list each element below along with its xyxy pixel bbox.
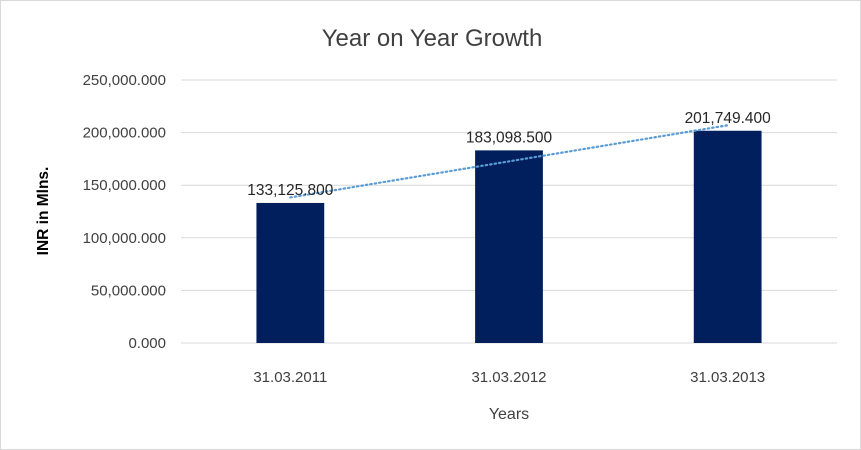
data-label: 201,749.400	[685, 110, 772, 127]
x-tick-label: 31.03.2013	[690, 369, 765, 386]
data-labels: 133,125.800 183,098.500 201,749.400	[247, 110, 771, 199]
y-axis-title: INR in Mlns.	[35, 167, 52, 256]
data-label: 183,098.500	[466, 129, 553, 146]
y-axis-ticks: 0.000 50,000.000 100,000.000 150,000.000 200…	[83, 72, 166, 352]
y-tick-label: 250,000.000	[83, 72, 166, 89]
bar	[475, 150, 543, 343]
bar	[256, 202, 325, 343]
trendline	[289, 124, 729, 199]
x-axis-ticks: 31.03.2011 31.03.2012 31.03.2013	[253, 369, 765, 386]
x-tick-label: 31.03.2012	[471, 369, 546, 386]
x-axis-title: Years	[489, 406, 529, 423]
data-label: 133,125.800	[247, 182, 334, 199]
y-tick-label: 150,000.000	[83, 177, 166, 194]
y-tick-label: 200,000.000	[83, 125, 166, 142]
y-tick-label: 0.000	[128, 335, 166, 352]
y-tick-label: 50,000.000	[91, 282, 166, 299]
x-tick-label: 31.03.2011	[253, 369, 327, 386]
trendline-layer	[289, 124, 729, 199]
y-tick-label: 100,000.000	[83, 230, 166, 247]
chart-title: Year on Year Growth	[322, 25, 543, 52]
bar	[693, 130, 762, 343]
bars	[256, 130, 762, 343]
